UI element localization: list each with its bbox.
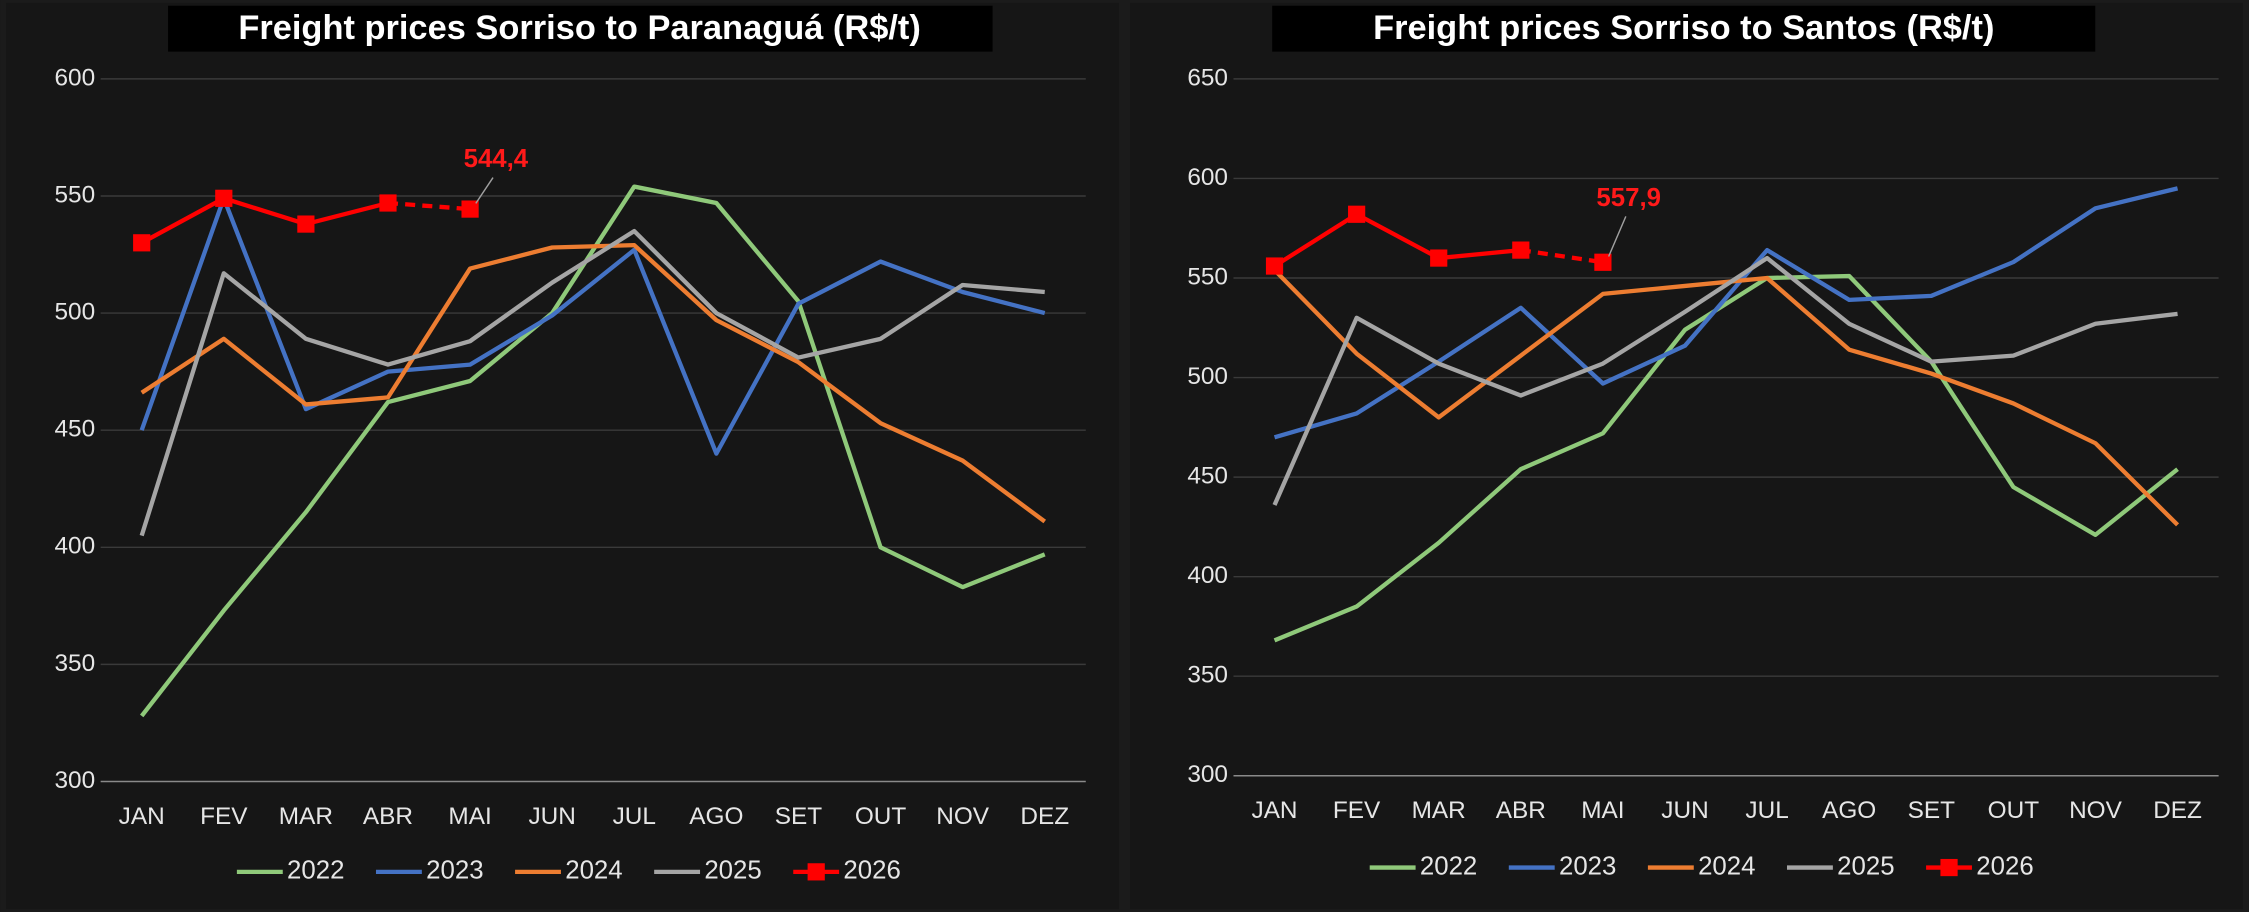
legend-label: 2022 — [287, 857, 344, 885]
legend-label: 2025 — [1837, 852, 1894, 880]
x-tick-label: NOV — [2069, 797, 2123, 824]
data-label: 544,4 — [464, 145, 529, 173]
x-tick-label: MAR — [1412, 797, 1466, 824]
x-tick-label: SET — [1908, 797, 1955, 824]
leader-line — [1607, 216, 1627, 257]
x-tick-label: JUN — [528, 803, 575, 830]
marker — [297, 215, 315, 233]
series-line-projected — [387, 200, 471, 212]
marker — [1594, 253, 1612, 271]
marker — [215, 189, 233, 207]
x-tick-label: MAI — [1581, 797, 1624, 824]
y-tick-label: 450 — [55, 416, 96, 443]
chart-title: Freight prices Sorriso to Paranaguá (R$/… — [238, 9, 921, 47]
y-tick-label: 550 — [1187, 263, 1228, 290]
marker — [1430, 249, 1448, 267]
legend-label: 2023 — [426, 857, 483, 885]
y-tick-label: 350 — [1187, 662, 1228, 689]
x-tick-label: FEV — [200, 803, 248, 830]
y-tick-label: 600 — [1187, 164, 1228, 191]
x-tick-label: ABR — [363, 803, 413, 830]
legend-label: 2024 — [1698, 852, 1755, 880]
marker — [1265, 257, 1284, 275]
legend-label: 2026 — [843, 857, 900, 885]
y-tick-label: 450 — [1187, 463, 1228, 490]
marker — [379, 194, 397, 212]
title-box — [168, 5, 993, 52]
series-line — [140, 243, 1047, 524]
x-tick-label: JUL — [1745, 797, 1788, 824]
x-tick-label: AGO — [1822, 797, 1876, 824]
legend-label: 2023 — [1559, 852, 1616, 880]
chart-title: Freight prices Sorriso to Santos (R$/t) — [1373, 9, 1994, 47]
series-line — [139, 228, 1045, 537]
x-tick-label: DEZ — [1020, 803, 1069, 830]
legend-label: 2026 — [1976, 852, 2033, 880]
x-tick-label: JAN — [1252, 797, 1298, 824]
y-tick-label: 300 — [1187, 761, 1228, 788]
legend-label: 2024 — [565, 857, 622, 885]
series-line — [1272, 255, 2178, 506]
leader-line — [475, 177, 494, 204]
x-tick-label: ABR — [1496, 797, 1546, 824]
x-tick-label: JAN — [119, 803, 165, 830]
series-line — [1273, 212, 1522, 268]
legend-marker — [807, 863, 825, 881]
title-box — [1272, 5, 2096, 52]
x-tick-label: JUL — [613, 803, 656, 830]
panel — [1130, 2, 2243, 910]
y-tick-label: 500 — [1187, 363, 1228, 390]
y-tick-label: 650 — [1187, 64, 1228, 91]
marker — [1512, 241, 1530, 259]
series-line-projected — [1520, 247, 1604, 265]
y-tick-label: 400 — [1187, 562, 1228, 589]
x-tick-label: DEZ — [2153, 797, 2202, 824]
x-tick-label: NOV — [936, 803, 990, 830]
series-line — [140, 184, 1046, 718]
legend-label: 2025 — [704, 857, 761, 885]
x-tick-label: SET — [775, 803, 822, 830]
x-tick-label: MAI — [448, 803, 491, 830]
x-tick-label: OUT — [855, 803, 907, 830]
y-tick-label: 500 — [55, 299, 96, 326]
x-tick-label: FEV — [1333, 797, 1381, 824]
legend-marker — [1940, 858, 1958, 877]
x-tick-label: OUT — [1988, 797, 2040, 824]
x-tick-label: JUN — [1661, 797, 1708, 824]
series-line — [139, 196, 1046, 456]
series-line — [140, 196, 389, 245]
series-line — [1272, 268, 2180, 527]
y-tick-label: 350 — [55, 650, 96, 677]
marker — [1348, 205, 1366, 223]
panel — [6, 2, 1119, 910]
y-tick-label: 600 — [55, 64, 96, 91]
series-line — [1273, 273, 2179, 643]
marker — [133, 234, 151, 252]
legend-label: 2022 — [1420, 852, 1477, 880]
y-tick-label: 550 — [55, 181, 96, 208]
marker — [461, 200, 479, 218]
x-tick-label: MAR — [279, 803, 333, 830]
series-line — [1273, 186, 2179, 440]
y-tick-label: 300 — [55, 767, 96, 794]
x-tick-label: AGO — [689, 803, 743, 830]
y-tick-label: 400 — [55, 533, 96, 560]
data-label: 557,9 — [1596, 184, 1661, 212]
